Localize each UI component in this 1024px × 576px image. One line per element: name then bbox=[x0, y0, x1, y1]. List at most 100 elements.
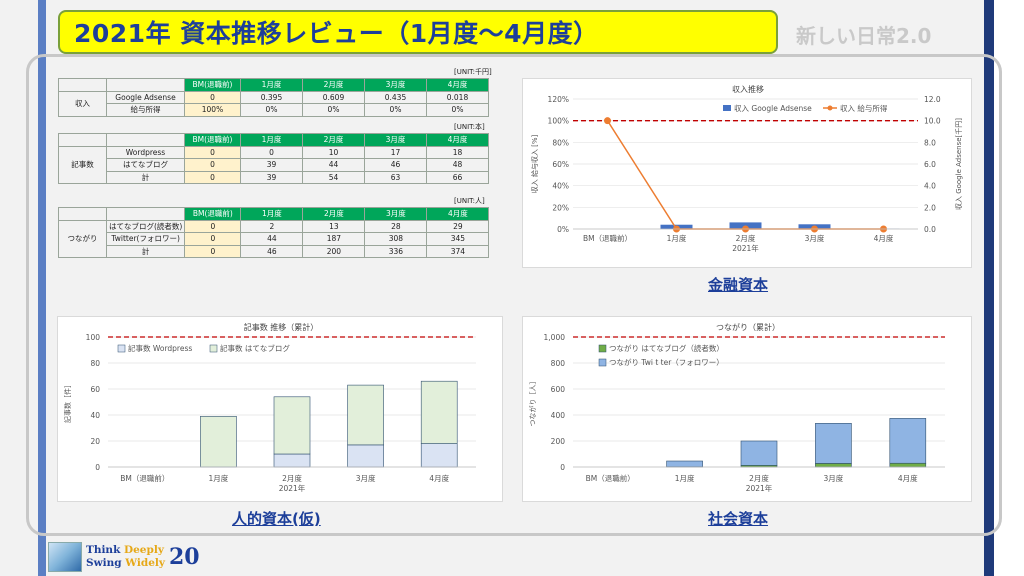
table-cell: 44 bbox=[302, 158, 365, 172]
x-tick-label: BM（退職前） bbox=[120, 473, 169, 483]
line-salary bbox=[606, 120, 884, 230]
y-tick-right: 4.0 bbox=[924, 182, 936, 191]
table-row: 計 0 46 200 336 374 bbox=[59, 244, 490, 258]
header-spacer bbox=[58, 207, 107, 221]
column-header: 1月度 bbox=[240, 133, 303, 147]
x-tick-label: 4月度 bbox=[898, 473, 918, 483]
row-label: Twitter(フォロワー) bbox=[105, 232, 186, 246]
table-row: 記事数 Wordpress 0 0 10 17 18 bbox=[58, 145, 489, 184]
column-header: 4月度 bbox=[426, 78, 489, 92]
row-label: はてなブログ(読者数) bbox=[105, 219, 186, 233]
table-header-row: BM(退職前) 1月度 2月度 3月度 4月度 bbox=[58, 207, 490, 221]
legend-label: つながり はてなブログ（読者数） bbox=[609, 343, 724, 353]
table-cell: 0% bbox=[302, 103, 365, 117]
column-header: BM(退職前) bbox=[184, 207, 242, 221]
y-tick-right: 10.0 bbox=[924, 117, 941, 126]
bar-segment-2 bbox=[815, 423, 852, 464]
table-unit-label: [UNIT:千円] bbox=[454, 68, 492, 76]
x-group-label: 2021年 bbox=[732, 243, 759, 253]
table-unit-label: [UNIT:人] bbox=[454, 197, 485, 205]
table-cell: 0.395 bbox=[240, 90, 303, 104]
x-tick-label: 3月度 bbox=[356, 473, 376, 483]
chart-title: つながり（累計） bbox=[716, 322, 780, 332]
chart-title: 収入推移 bbox=[732, 84, 764, 94]
x-tick-label: 4月度 bbox=[874, 233, 894, 243]
column-header: 3月度 bbox=[364, 133, 427, 147]
table-cell: 0.609 bbox=[302, 90, 365, 104]
y-tick-label: 400 bbox=[551, 411, 566, 420]
table-cell: 100% bbox=[184, 103, 241, 117]
table-cell: 0% bbox=[364, 103, 427, 117]
column-header: 2月度 bbox=[302, 133, 365, 147]
y-tick-left: 60% bbox=[552, 160, 569, 169]
table-cell: 374 bbox=[426, 244, 490, 258]
left-accent-bar bbox=[38, 0, 46, 576]
x-tick-label: 2月度 bbox=[282, 473, 302, 483]
bar-segment-2 bbox=[347, 384, 384, 446]
table-header-row: BM(退職前) 1月度 2月度 3月度 4月度 bbox=[58, 133, 489, 147]
table-row: 収入 Google Adsense 0 0.395 0.609 0.435 0.018 bbox=[58, 90, 489, 117]
brand-logo: Think Deeply Swing Widely 20 bbox=[48, 542, 200, 572]
legend-label: 記事数 Wordpress bbox=[128, 343, 192, 353]
y-tick-label: 40 bbox=[90, 411, 100, 420]
y-tick-right: 2.0 bbox=[924, 203, 936, 212]
table-cell: 18 bbox=[426, 145, 489, 159]
income-chart: 収入推移 0% 20% 40% 60% 80% 100% 120% 0.0 2.0 4.0 6.0 8.… bbox=[530, 84, 963, 253]
legend-label: 記事数 はてなブログ bbox=[220, 343, 290, 353]
bar-segment-2 bbox=[200, 416, 237, 468]
table-row: はてなブログ 0 39 44 46 48 bbox=[59, 158, 489, 172]
x-tick-label: 3月度 bbox=[805, 233, 825, 243]
bar-segment-2 bbox=[889, 418, 927, 464]
row-label: Wordpress bbox=[106, 145, 185, 159]
bar-segment-1 bbox=[273, 453, 311, 468]
chart-title: 記事数 推移（累計） bbox=[244, 322, 319, 332]
column-header: 1月度 bbox=[240, 78, 303, 92]
legend-swatch bbox=[209, 344, 218, 353]
row-group-label: 収入 bbox=[58, 90, 107, 117]
table-row: つながり はてなブログ(読者数) 0 2 13 28 29 bbox=[58, 219, 490, 258]
y-tick-label: 100 bbox=[86, 333, 101, 342]
table-cell: 17 bbox=[364, 145, 427, 159]
slide-title: 2021年 資本推移レビュー（1月度～4月度） bbox=[58, 10, 778, 54]
table-cell: 39 bbox=[240, 170, 303, 184]
header-spacer bbox=[58, 133, 107, 147]
y-axis-label: 記事数［件］ bbox=[63, 381, 72, 423]
legend-label-adsense: 収入 Google Adsense bbox=[734, 104, 812, 113]
y-tick-left: 40% bbox=[552, 182, 569, 191]
legend-swatch bbox=[117, 344, 126, 353]
table-cell: 0.018 bbox=[426, 90, 489, 104]
table-header-row: BM(退職前) 1月度 2月度 3月度 4月度 bbox=[58, 78, 489, 92]
table-cell: 336 bbox=[364, 244, 428, 258]
row-group-label: つながり bbox=[58, 219, 107, 258]
column-header: 3月度 bbox=[364, 78, 427, 92]
table-cell: 39 bbox=[240, 158, 303, 172]
connections-chart: つながり（累計） 0 200 400 600 800 1,000 つながり［人］ BM（退職前）… bbox=[528, 322, 945, 493]
y-tick-right: 0.0 bbox=[924, 225, 936, 234]
point-salary bbox=[604, 117, 611, 125]
y-tick-label: 200 bbox=[551, 437, 566, 446]
bar-segment-1 bbox=[815, 463, 852, 468]
bar-segment-2 bbox=[420, 380, 458, 444]
y-axis-label-left: 収入 給与収入 [%] bbox=[530, 134, 539, 193]
row-label: 給与所得 bbox=[106, 103, 185, 117]
bar-segment-2 bbox=[666, 460, 703, 468]
y-tick-label: 60 bbox=[90, 385, 100, 394]
table-unit-label: [UNIT:本] bbox=[454, 123, 485, 131]
data-table: BM(退職前) 1月度 2月度 3月度 4月度 収入 Google Adsense 0 0.39… bbox=[58, 78, 489, 117]
legend-label: つながり Twi t ter（フォロワー） bbox=[609, 357, 724, 367]
table-cell: 2 bbox=[240, 219, 304, 233]
y-tick-label: 0 bbox=[560, 463, 565, 472]
bar-segment-1 bbox=[889, 462, 927, 468]
x-tick-label: 2月度 bbox=[749, 473, 769, 483]
legend-marker-salary bbox=[827, 105, 833, 111]
section-label-human: 人的資本(仮) bbox=[232, 510, 321, 528]
table-cell: 44 bbox=[240, 232, 304, 246]
row-label: Google Adsense bbox=[106, 90, 185, 104]
y-tick-right: 6.0 bbox=[924, 160, 936, 169]
logo-text: Think Deeply Swing Widely bbox=[86, 544, 165, 569]
table-cell: 13 bbox=[302, 219, 366, 233]
table-cell: 0 bbox=[184, 158, 241, 172]
row-group-label: 記事数 bbox=[58, 145, 107, 184]
table-cell: 0 bbox=[184, 219, 242, 233]
bar-segment-2 bbox=[273, 396, 311, 455]
